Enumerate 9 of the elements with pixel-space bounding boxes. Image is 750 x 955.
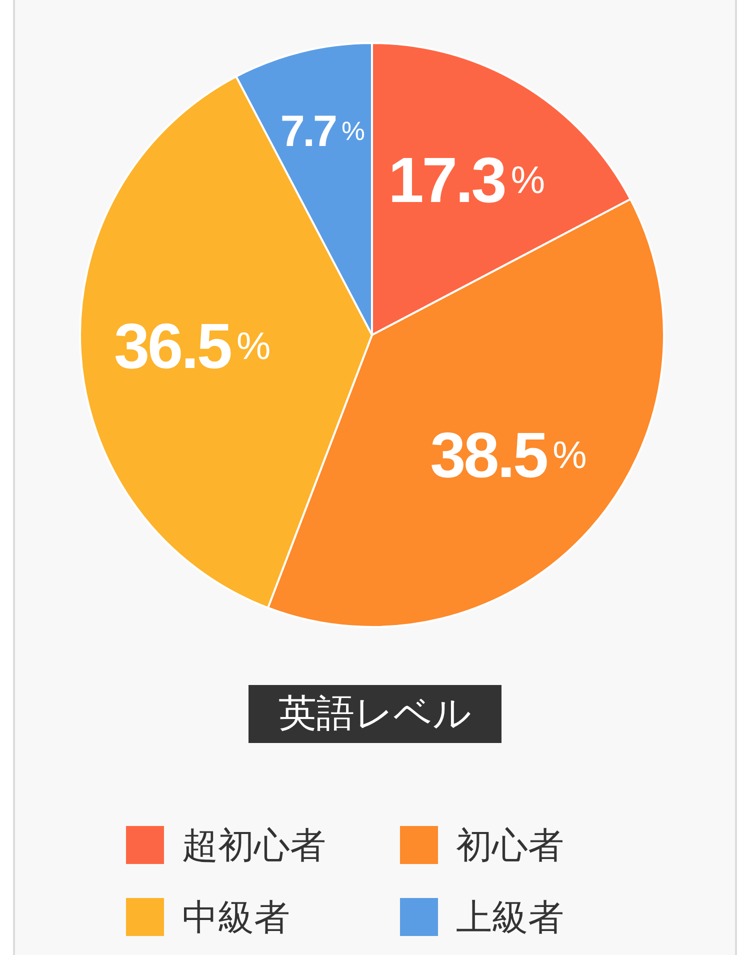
legend-label: 初心者 (456, 824, 564, 866)
text: 英語レベル (278, 693, 472, 735)
data-label: 38.5% (430, 419, 586, 492)
legend-label: 中級者 (182, 896, 290, 938)
data-label: 36.5% (114, 310, 270, 382)
data-label: 17.3% (388, 144, 544, 216)
legend-label: 上級者 (456, 896, 564, 938)
data-label: 7.7% (280, 106, 364, 156)
legend-label: 超初心者 (182, 824, 326, 866)
